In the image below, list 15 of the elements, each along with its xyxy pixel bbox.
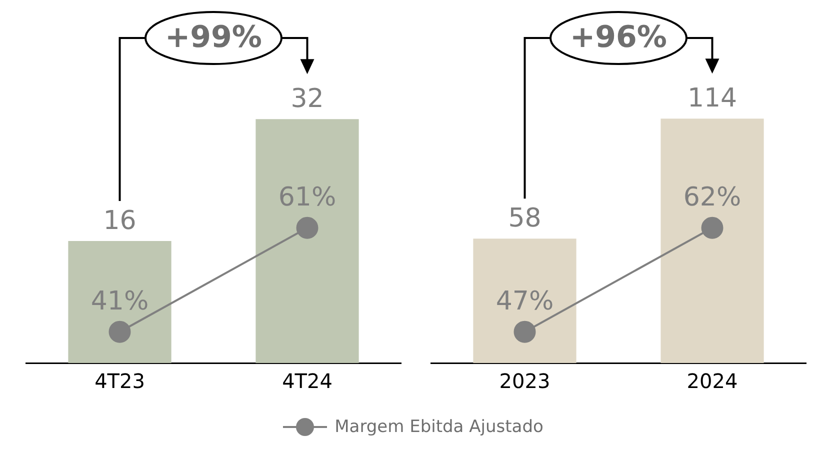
data-label: 114 xyxy=(687,83,738,114)
data-label: 62% xyxy=(683,182,742,213)
data-label: 16 xyxy=(103,206,136,236)
data-label: 41% xyxy=(90,286,149,317)
data-label: 61% xyxy=(278,182,336,213)
data-label: 47% xyxy=(496,286,554,317)
x-tick-label: 2024 xyxy=(686,369,738,394)
text: +96% xyxy=(570,20,667,55)
x-tick-label: 4T23 xyxy=(94,369,145,394)
x-tick-label: 4T24 xyxy=(282,369,332,394)
x-tick-label: 2023 xyxy=(499,369,550,394)
data-label: 58 xyxy=(508,203,542,234)
data-label: 32 xyxy=(290,84,324,114)
legend-label: Margem Ebitda Ajustado xyxy=(334,417,544,437)
text: +99% xyxy=(165,20,262,55)
